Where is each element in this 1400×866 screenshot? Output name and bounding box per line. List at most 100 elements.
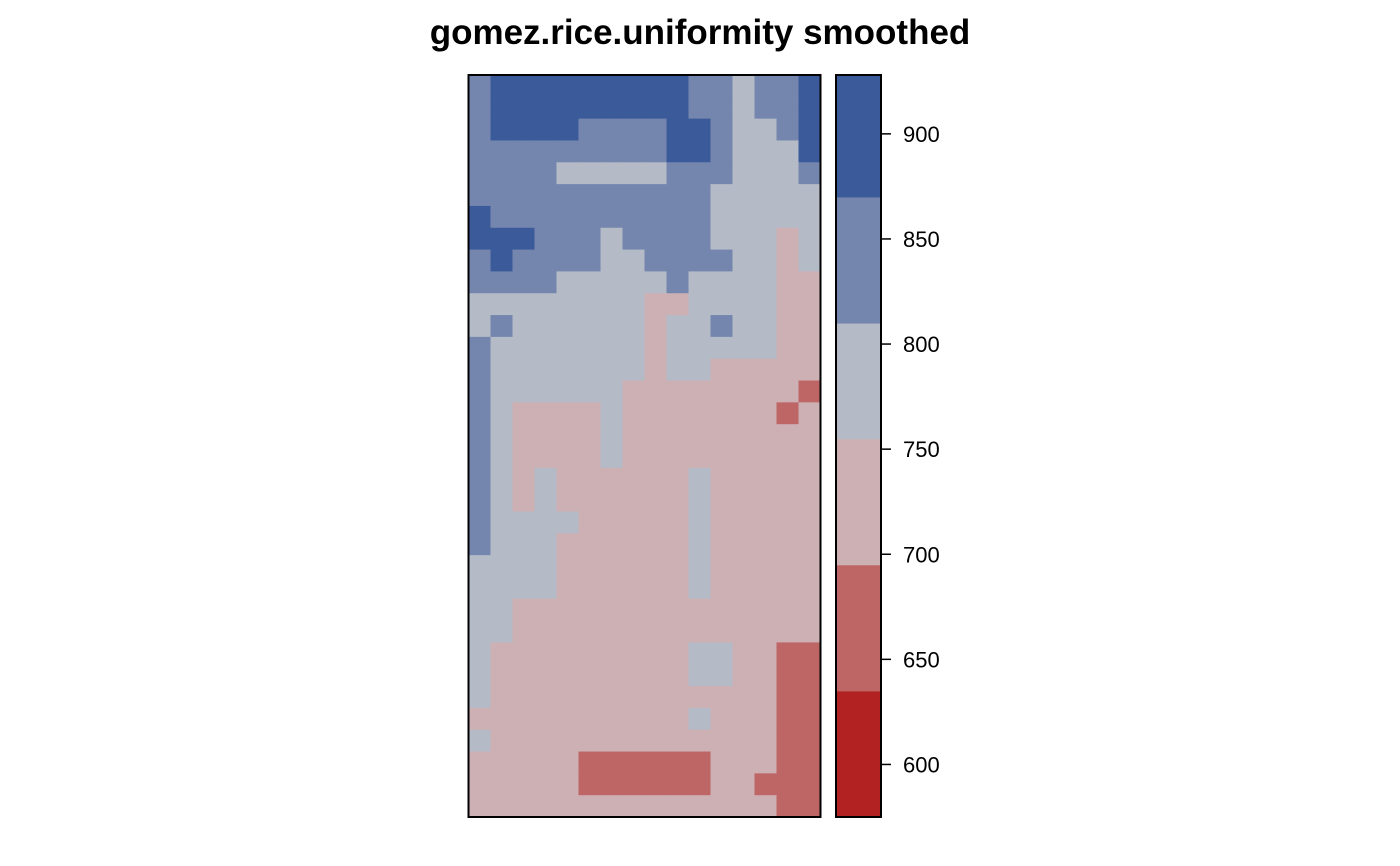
- heatmap-cell: [556, 751, 580, 774]
- heatmap-cell: [732, 642, 756, 665]
- heatmap-cell: [666, 795, 690, 818]
- heatmap-cell: [600, 424, 624, 447]
- heatmap-cell: [534, 118, 558, 142]
- heatmap-cell: [622, 271, 646, 294]
- heatmap-cell: [666, 424, 690, 447]
- heatmap-cell: [688, 576, 712, 600]
- heatmap-cell: [688, 227, 712, 251]
- heatmap-cell: [666, 707, 690, 731]
- heatmap-cell: [776, 184, 800, 207]
- heatmap-cell: [534, 511, 558, 534]
- heatmap-cell: [776, 118, 800, 142]
- heatmap-cell: [710, 729, 734, 753]
- heatmap-cell: [578, 489, 602, 513]
- heatmap-cell: [622, 773, 646, 796]
- heatmap-cell: [644, 511, 668, 534]
- heatmap-cell: [666, 446, 690, 469]
- heatmap-cell: [534, 751, 558, 774]
- heatmap-cell: [732, 358, 756, 382]
- heatmap-cell: [622, 489, 646, 513]
- heatmap-cell: [578, 686, 602, 709]
- heatmap-cell: [490, 293, 514, 316]
- heatmap-cell: [490, 249, 514, 273]
- heatmap-cell: [644, 336, 668, 360]
- heatmap-cell: [798, 293, 822, 316]
- heatmap-cell: [710, 773, 734, 796]
- colorbar-tick-label: 850: [903, 227, 940, 252]
- heatmap-cell: [490, 162, 514, 185]
- heatmap-cell: [666, 686, 690, 709]
- heatmap-cell: [578, 118, 602, 142]
- heatmap-cell: [600, 664, 624, 687]
- heatmap-cell: [534, 576, 558, 600]
- colorbar-tick-label: 650: [903, 647, 940, 672]
- heatmap-cell: [534, 205, 558, 229]
- heatmap-cell: [534, 380, 558, 403]
- heatmap-cell: [468, 205, 492, 229]
- heatmap-cell: [600, 118, 624, 142]
- heatmap-cell: [556, 795, 580, 818]
- heatmap-cell: [512, 773, 536, 796]
- heatmap-cell: [468, 293, 492, 316]
- heatmap-cell: [710, 424, 734, 447]
- heatmap-cell: [512, 75, 536, 98]
- heatmap-cell: [754, 140, 778, 163]
- heatmap-cell: [732, 162, 756, 185]
- heatmap-cell: [688, 75, 712, 98]
- heatmap-cell: [644, 598, 668, 622]
- heatmap-cell: [622, 620, 646, 644]
- heatmap-cell: [754, 271, 778, 294]
- heatmap-cell: [732, 686, 756, 709]
- heatmap-cell: [644, 751, 668, 774]
- heatmap-cell: [490, 751, 514, 774]
- heatmap-cell: [534, 271, 558, 294]
- heatmap-cell: [468, 555, 492, 578]
- heatmap-cell: [798, 446, 822, 469]
- heatmap-cell: [600, 642, 624, 665]
- heatmap-cell: [512, 227, 536, 251]
- heatmap-cell: [644, 140, 668, 163]
- heatmap-cell: [534, 249, 558, 273]
- heatmap-cell: [490, 227, 514, 251]
- heatmap-cell: [468, 162, 492, 185]
- heatmap-cell: [644, 184, 668, 207]
- heatmap-cell: [468, 598, 492, 622]
- heatmap-cell: [622, 118, 646, 142]
- heatmap-cell: [754, 227, 778, 251]
- heatmap-cell: [534, 358, 558, 382]
- heatmap-cell: [732, 140, 756, 163]
- heatmap-cell: [754, 315, 778, 338]
- heatmap-cell: [776, 336, 800, 360]
- heatmap-cell: [776, 402, 800, 425]
- heatmap-cell: [644, 293, 668, 316]
- heatmap-cell: [468, 227, 492, 251]
- heatmap-cell: [600, 162, 624, 185]
- heatmap-cell: [798, 467, 822, 491]
- heatmap-cell: [600, 336, 624, 360]
- heatmap-cell: [578, 249, 602, 273]
- heatmap-cell: [578, 162, 602, 185]
- heatmap-cell: [490, 511, 514, 534]
- heatmap-cell: [776, 555, 800, 578]
- heatmap-cell: [556, 664, 580, 687]
- heatmap-cell: [798, 75, 822, 98]
- heatmap-cell: [666, 75, 690, 98]
- heatmap-cell: [468, 315, 492, 338]
- heatmap-cell: [600, 271, 624, 294]
- heatmap-cell: [776, 315, 800, 338]
- heatmap-cell: [468, 642, 492, 665]
- heatmap-cell: [776, 664, 800, 687]
- heatmap-cell: [468, 380, 492, 403]
- heatmap-cell: [556, 555, 580, 578]
- heatmap-cell: [688, 249, 712, 273]
- heatmap-cell: [578, 642, 602, 665]
- heatmap-cell: [534, 140, 558, 163]
- heatmap-cell: [644, 315, 668, 338]
- heatmap-cell: [622, 227, 646, 251]
- heatmap-cell: [556, 511, 580, 534]
- heatmap-cell: [688, 729, 712, 753]
- heatmap-cell: [644, 642, 668, 665]
- heatmap-cell: [468, 75, 492, 98]
- heatmap-cell: [622, 576, 646, 600]
- heatmap-cell: [534, 664, 558, 687]
